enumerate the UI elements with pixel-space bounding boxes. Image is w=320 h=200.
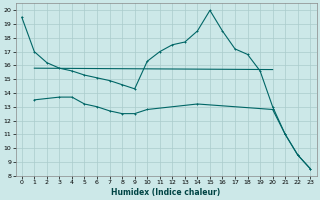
X-axis label: Humidex (Indice chaleur): Humidex (Indice chaleur)	[111, 188, 221, 197]
